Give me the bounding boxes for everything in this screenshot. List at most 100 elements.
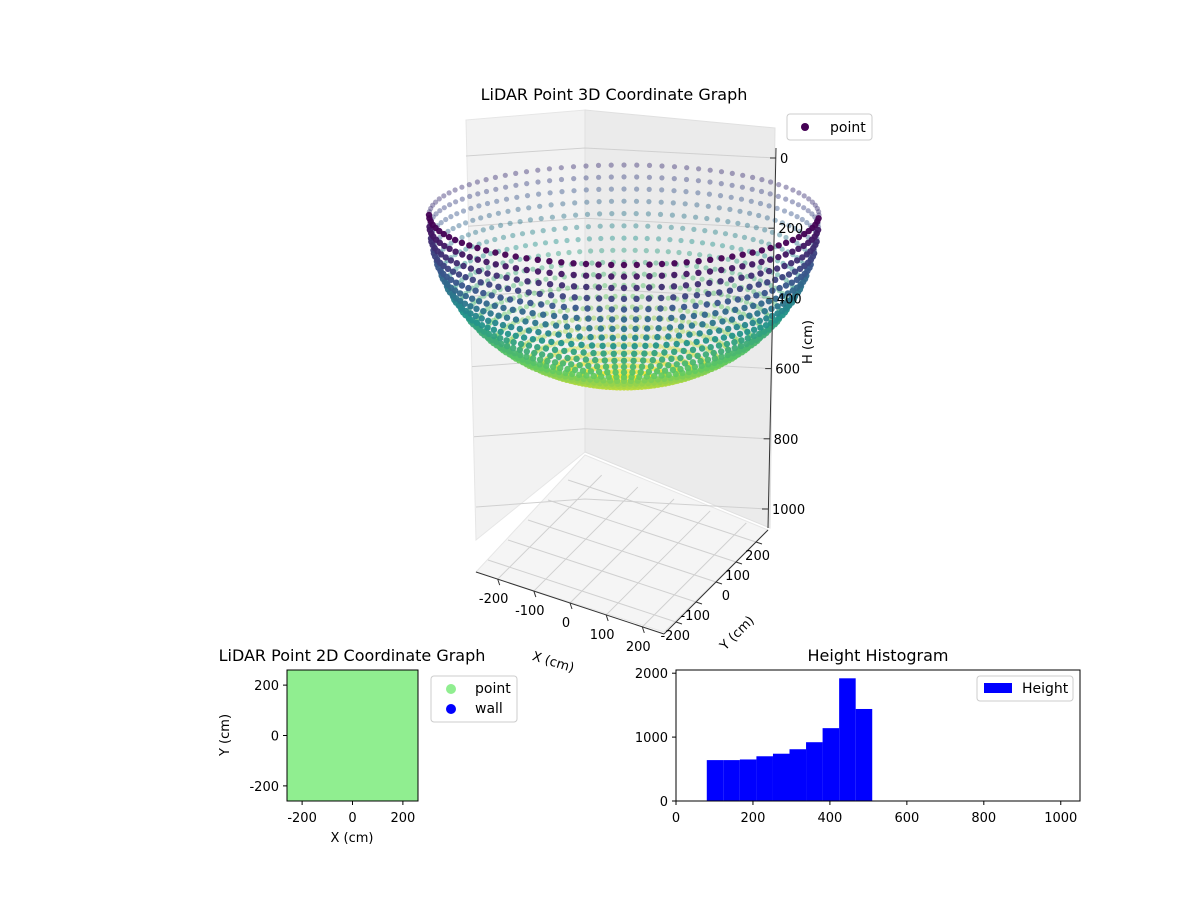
point-marker: [530, 266, 536, 272]
point-marker: [621, 223, 627, 229]
point-marker: [753, 292, 760, 299]
point-marker: [637, 369, 644, 376]
point-marker: [611, 357, 618, 364]
point-marker: [525, 327, 533, 334]
point-marker: [699, 240, 706, 246]
point-marker: [449, 268, 457, 275]
point-marker: [513, 182, 519, 188]
point-marker: [646, 186, 652, 192]
x-tick: [569, 602, 573, 610]
y-tick-label: 200: [745, 549, 770, 564]
point-marker: [706, 191, 713, 197]
point-marker: [459, 234, 465, 241]
point-marker: [462, 292, 469, 300]
point-marker: [620, 284, 628, 292]
point-marker: [522, 318, 529, 325]
point-marker: [626, 341, 632, 347]
point-marker: [494, 198, 500, 204]
point-marker: [558, 282, 566, 289]
z-axis-label: H (cm): [801, 320, 816, 364]
point-marker: [560, 303, 568, 311]
point-marker: [463, 220, 469, 226]
point-marker: [658, 272, 666, 279]
point-marker: [702, 337, 710, 344]
point-marker: [756, 317, 763, 324]
point-marker: [526, 205, 532, 211]
point-marker: [741, 304, 748, 312]
point-marker: [462, 274, 469, 281]
point-marker: [670, 294, 677, 301]
point-marker: [452, 187, 458, 193]
y-tick: [675, 621, 683, 625]
point-marker: [444, 265, 452, 272]
x-tick-label: 0: [348, 811, 356, 826]
point-marker: [510, 232, 516, 239]
point-marker: [495, 312, 502, 319]
point-marker: [659, 187, 665, 193]
point-marker: [503, 342, 511, 350]
plot3d-title: LiDAR Point 3D Coordinate Graph: [481, 85, 748, 104]
point-marker: [446, 190, 452, 196]
point-marker: [637, 342, 643, 348]
point-marker: [498, 340, 505, 348]
point-marker: [774, 205, 780, 211]
histogram: Height Histogram 0 200 400 600 800 1000 0 1000…: [635, 646, 1081, 826]
point-marker: [651, 349, 658, 357]
point-marker: [557, 364, 564, 372]
point-marker: [498, 299, 505, 305]
point-marker: [478, 322, 486, 329]
point-marker: [647, 350, 653, 357]
point-marker: [510, 283, 517, 289]
point-marker: [646, 261, 653, 268]
point-marker: [718, 304, 725, 310]
histogram-bars: [706, 678, 873, 801]
point-marker: [670, 200, 676, 206]
point-marker: [450, 225, 456, 232]
point-marker: [680, 225, 686, 231]
point-marker: [620, 316, 628, 323]
point-marker: [485, 317, 492, 324]
point-marker: [680, 347, 687, 355]
point-marker: [517, 293, 523, 299]
point-marker: [788, 260, 795, 267]
point-marker: [610, 343, 617, 350]
point-marker: [480, 227, 486, 233]
point-marker: [498, 222, 504, 228]
point-marker: [459, 251, 466, 258]
point-marker: [683, 259, 690, 266]
point-marker: [609, 235, 616, 241]
point-marker: [782, 282, 790, 289]
point-marker: [545, 330, 552, 337]
point-marker: [743, 299, 750, 305]
point-marker: [797, 228, 803, 234]
point-marker: [762, 322, 770, 329]
point-marker: [729, 332, 736, 339]
point-marker: [676, 249, 682, 256]
y-axis-ticks: -200 -100 0 100 200: [660, 541, 770, 644]
point-marker: [728, 265, 736, 272]
point-marker: [621, 186, 627, 192]
point-marker: [732, 306, 739, 313]
point-marker: [671, 348, 678, 355]
point-marker: [500, 234, 507, 240]
point-marker: [562, 328, 569, 334]
point-marker: [683, 270, 690, 278]
point-marker: [538, 215, 544, 222]
point-marker: [645, 211, 652, 217]
point-marker: [638, 363, 646, 370]
plot2d-x-ticks: -200 0 200: [287, 801, 415, 826]
point-marker: [595, 295, 603, 302]
point-marker: [696, 166, 702, 172]
point-marker: [453, 279, 460, 286]
point-marker: [651, 372, 658, 380]
point-marker: [783, 196, 789, 202]
point-marker: [599, 342, 606, 350]
point-marker: [738, 274, 745, 281]
point-marker: [552, 298, 558, 304]
point-marker: [453, 199, 459, 205]
plot3d-legend: point: [786, 113, 873, 141]
point-marker: [765, 267, 773, 275]
point-marker: [707, 344, 714, 351]
point-marker: [570, 283, 578, 290]
point-marker: [712, 310, 719, 317]
